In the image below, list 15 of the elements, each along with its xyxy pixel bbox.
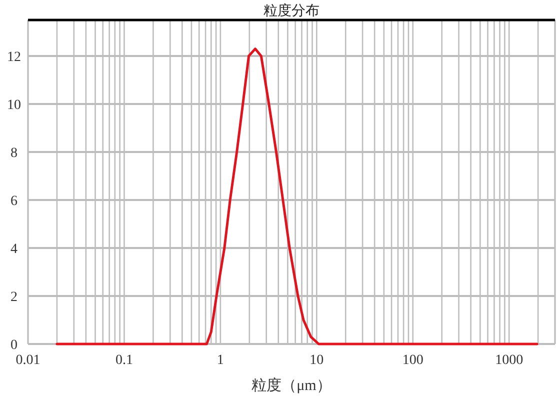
y-tick-label: 10 (7, 98, 21, 113)
y-tick-label: 6 (10, 194, 18, 209)
x-tick-label: 100 (402, 353, 424, 368)
x-tick-label: 0.01 (16, 353, 40, 368)
x-tick-label: 0.1 (115, 353, 133, 368)
chart-title: 粒度分布 (264, 3, 320, 19)
x-tick-label: 1 (216, 353, 224, 368)
y-tick-label: 12 (7, 50, 21, 65)
y-tick-label: 0 (10, 338, 18, 353)
y-tick-label: 4 (10, 242, 18, 257)
y-tick-label: 8 (10, 146, 18, 161)
x-tick-label: 10 (310, 353, 324, 368)
x-axis-title: 粒度（μm） (252, 377, 332, 394)
x-tick-label: 1000 (495, 353, 524, 368)
y-tick-label: 2 (10, 290, 18, 305)
